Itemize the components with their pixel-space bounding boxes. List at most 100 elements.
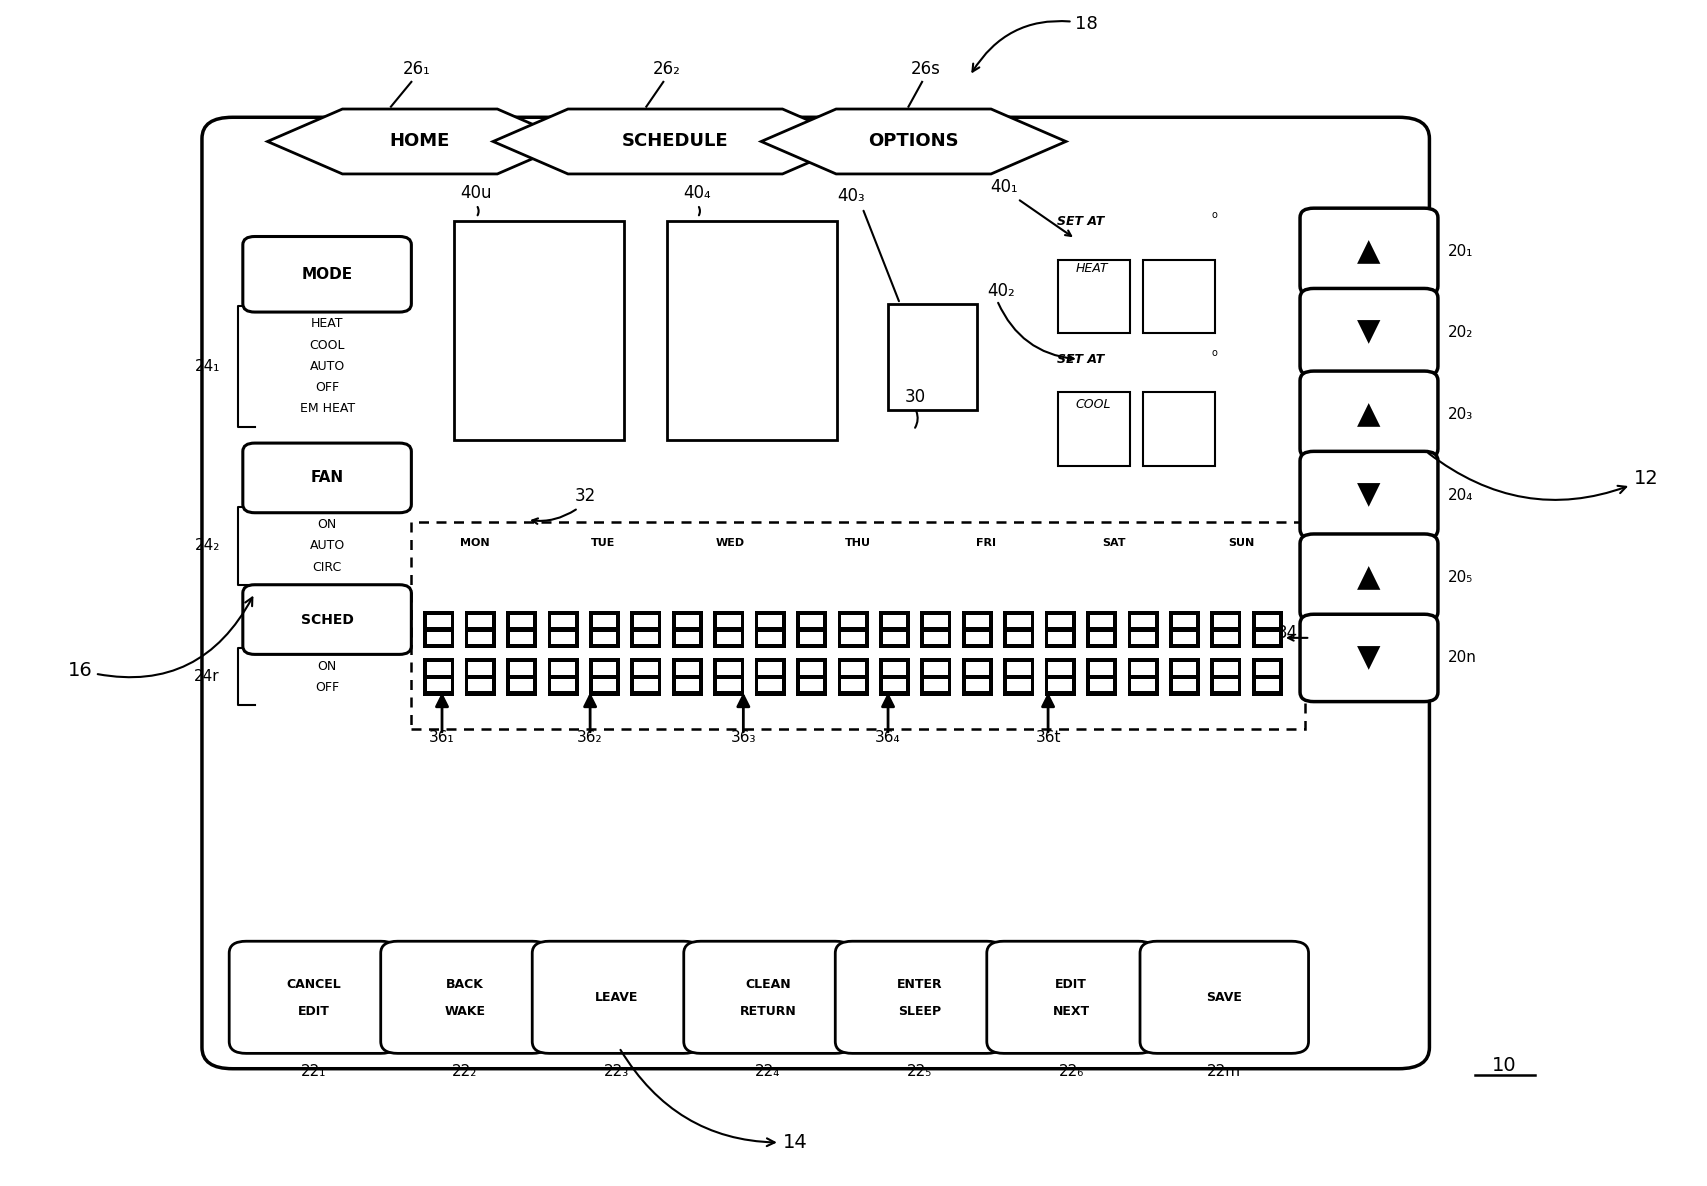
Bar: [758, 663, 782, 675]
Text: AUTO: AUTO: [309, 359, 345, 372]
Bar: [510, 632, 533, 644]
Text: SUN: SUN: [1227, 538, 1253, 548]
Text: LEAVE: LEAVE: [594, 990, 638, 1003]
Text: 34: 34: [1275, 624, 1297, 642]
Bar: [1089, 616, 1113, 627]
FancyBboxPatch shape: [835, 942, 1004, 1053]
FancyBboxPatch shape: [1139, 942, 1308, 1053]
Text: 40₄: 40₄: [683, 184, 710, 202]
Bar: [1127, 611, 1157, 649]
Bar: [758, 616, 782, 627]
Bar: [1127, 658, 1157, 696]
Text: 30: 30: [905, 388, 925, 406]
Bar: [883, 616, 906, 627]
Bar: [1045, 611, 1075, 649]
Bar: [879, 611, 910, 649]
Text: TUE: TUE: [591, 538, 615, 548]
Bar: [454, 221, 623, 440]
Bar: [717, 663, 741, 675]
Text: EDIT: EDIT: [297, 1005, 329, 1018]
Bar: [1089, 632, 1113, 644]
Text: CIRC: CIRC: [312, 561, 341, 574]
Bar: [551, 632, 575, 644]
Text: SLEEP: SLEEP: [898, 1005, 941, 1018]
Bar: [464, 658, 495, 696]
Bar: [717, 680, 741, 691]
FancyBboxPatch shape: [381, 942, 550, 1053]
Bar: [676, 663, 698, 675]
Text: ▼: ▼: [1357, 480, 1379, 510]
Text: HOME: HOME: [389, 133, 451, 151]
Bar: [920, 611, 951, 649]
Text: FRI: FRI: [975, 538, 995, 548]
Text: o: o: [1210, 210, 1217, 221]
Text: CLEAN: CLEAN: [744, 978, 790, 991]
Bar: [754, 611, 785, 649]
Bar: [1210, 658, 1241, 696]
Text: MON: MON: [461, 538, 490, 548]
Text: NEXT: NEXT: [1052, 1005, 1089, 1018]
Bar: [1168, 611, 1200, 649]
Bar: [427, 680, 451, 691]
Bar: [464, 611, 495, 649]
Bar: [714, 658, 744, 696]
Text: FAN: FAN: [311, 471, 343, 485]
Polygon shape: [493, 109, 857, 174]
Text: 14: 14: [620, 1050, 807, 1152]
Bar: [551, 616, 575, 627]
Bar: [551, 663, 575, 675]
Text: 22₂: 22₂: [452, 1064, 478, 1078]
Bar: [795, 658, 826, 696]
Text: 20n: 20n: [1448, 650, 1477, 665]
Bar: [920, 658, 951, 696]
Text: ▼: ▼: [1357, 644, 1379, 672]
Bar: [923, 680, 947, 691]
Bar: [468, 663, 492, 675]
Bar: [1048, 680, 1072, 691]
Bar: [671, 611, 703, 649]
Bar: [548, 611, 579, 649]
FancyBboxPatch shape: [987, 942, 1154, 1053]
FancyBboxPatch shape: [683, 942, 852, 1053]
Bar: [1142, 260, 1214, 333]
Bar: [1007, 632, 1029, 644]
Bar: [799, 616, 823, 627]
Bar: [1255, 632, 1279, 644]
Bar: [714, 611, 744, 649]
Text: HEAT: HEAT: [311, 318, 343, 331]
Bar: [799, 632, 823, 644]
Text: SCHED: SCHED: [300, 612, 353, 626]
Bar: [592, 632, 616, 644]
Bar: [888, 304, 976, 410]
Bar: [1048, 632, 1072, 644]
Bar: [754, 658, 785, 696]
Bar: [630, 658, 661, 696]
Text: 22₃: 22₃: [604, 1064, 628, 1078]
Bar: [1058, 393, 1128, 466]
Text: 24r: 24r: [195, 669, 220, 684]
Text: 36₂: 36₂: [577, 729, 603, 745]
Bar: [758, 632, 782, 644]
Bar: [592, 663, 616, 675]
Bar: [883, 663, 906, 675]
Bar: [1168, 658, 1200, 696]
Bar: [589, 611, 620, 649]
Text: COOL: COOL: [309, 339, 345, 351]
Bar: [505, 658, 538, 696]
Bar: [510, 663, 533, 675]
Bar: [468, 616, 492, 627]
Bar: [592, 680, 616, 691]
Text: 16: 16: [68, 598, 253, 680]
Bar: [676, 616, 698, 627]
Bar: [1089, 680, 1113, 691]
Bar: [633, 663, 657, 675]
Text: WAKE: WAKE: [444, 1005, 485, 1018]
Text: o: o: [1210, 349, 1217, 358]
Bar: [1210, 611, 1241, 649]
Text: ON: ON: [318, 659, 336, 672]
Text: 40₃: 40₃: [836, 187, 864, 205]
Polygon shape: [761, 109, 1065, 174]
Text: 36₄: 36₄: [874, 729, 900, 745]
Bar: [758, 680, 782, 691]
Bar: [842, 616, 864, 627]
